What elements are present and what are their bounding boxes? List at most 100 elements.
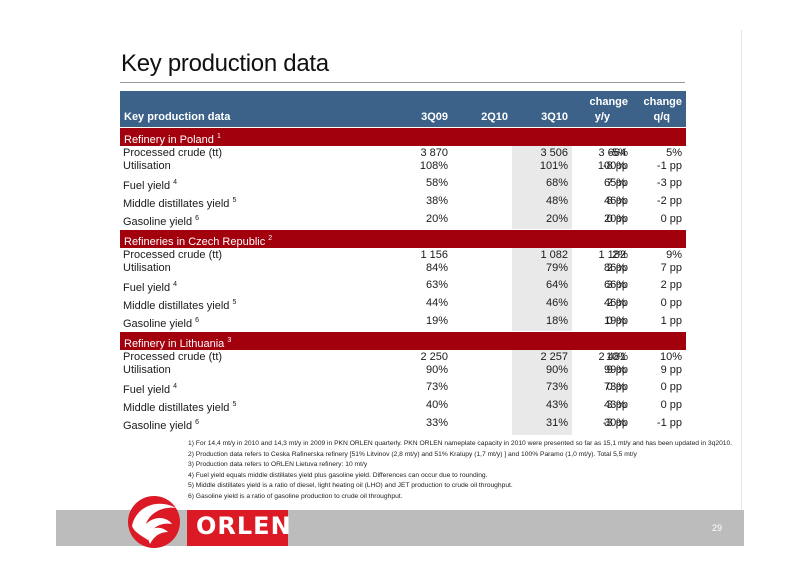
header-col-3q10: 3Q10 [541, 111, 568, 123]
value-3q09: 108% [419, 160, 448, 172]
row-label: Fuel yield [123, 180, 171, 192]
section-footnote-ref: 3 [227, 337, 232, 344]
value-3q10: 3 664 [598, 147, 626, 159]
value-change-yy: 7 pp [606, 177, 628, 189]
footnote: 5) Middle distillates yield is a ratio o… [188, 482, 513, 489]
value-2q10: 1 082 [540, 249, 568, 261]
value-2q10: 43% [545, 399, 568, 411]
row-label: Gasoline yield [123, 420, 193, 432]
table-row: Processed crude (tt) 3 870 3 506 3 664 -5% 5% [120, 146, 686, 160]
section-header: Refineries in Czech Republic 2 [120, 230, 686, 248]
row-footnote-ref: 4 [173, 281, 178, 288]
value-2q10: 101% [539, 160, 568, 172]
row-label: Gasoline yield [123, 318, 193, 330]
table-row: Utilisation 108% 101% 100% -8 pp -1 pp [120, 159, 686, 173]
row-label-cell: Processed crude (tt) [123, 248, 222, 262]
section-name: Refinery in Poland [124, 134, 214, 146]
row-label-cell: Middle distillates yield 5 [123, 194, 236, 211]
table-row: Fuel yield 4 58% 68% 65% 7 pp -3 pp [120, 176, 686, 192]
value-change-qq: -3 pp [656, 177, 682, 189]
footnote: 2) Production data refers to Ceska Rafin… [188, 450, 637, 458]
value-3q09: 33% [425, 417, 448, 429]
row-label: Middle distillates yield [123, 300, 230, 312]
value-2q10: 20% [545, 213, 568, 225]
value-3q10: 66% [603, 279, 626, 291]
value-change-qq: 0 pp [660, 381, 682, 393]
section-name: Refinery in Lithuania [124, 338, 225, 350]
value-3q09: 2 250 [420, 351, 448, 363]
table-row: Processed crude (tt) 2 250 2 257 2 481 10% 10… [120, 350, 686, 364]
value-3q10: 43% [603, 399, 626, 411]
value-3q09: 3 870 [420, 147, 448, 159]
row-label: Utilisation [123, 364, 171, 376]
table-row: Gasoline yield 6 33% 31% 30% -3 pp -1 pp [120, 416, 686, 432]
value-2q10: 2 257 [540, 351, 568, 363]
header-col-qq-bottom: q/q [653, 111, 671, 123]
section-footnote-ref: 2 [268, 235, 273, 242]
table-row: Processed crude (tt) 1 156 1 082 1 182 2% 9% [120, 248, 686, 262]
page-title: Key production data [121, 50, 329, 77]
row-footnote-ref: 4 [173, 383, 178, 390]
value-2q10: 48% [545, 195, 568, 207]
value-change-yy: 3 pp [606, 279, 628, 291]
value-change-yy: -8 pp [602, 160, 628, 172]
row-label: Middle distillates yield [123, 198, 230, 210]
row-label-cell: Utilisation [123, 261, 171, 275]
header-col-2q10: 2Q10 [481, 111, 508, 123]
value-change-yy: 2 pp [606, 262, 628, 274]
row-label-cell: Processed crude (tt) [123, 350, 222, 364]
right-edge-rule [741, 30, 742, 510]
footnote: 1) For 14,4 mt/y in 2010 and 14,3 mt/y i… [188, 440, 733, 447]
row-label-cell: Middle distillates yield 5 [123, 296, 236, 313]
value-3q10: 20% [603, 213, 626, 225]
value-2q10: 79% [545, 262, 568, 274]
row-footnote-ref: 4 [173, 179, 178, 186]
title-underline [120, 82, 685, 83]
value-3q09: 40% [425, 399, 448, 411]
row-label-cell: Utilisation [123, 363, 171, 377]
value-change-qq: -1 pp [656, 417, 682, 429]
section-footnote-ref: 1 [216, 133, 221, 140]
value-change-qq: -2 pp [656, 195, 682, 207]
value-change-qq: 0 pp [660, 213, 682, 225]
value-3q09: 20% [425, 213, 448, 225]
value-change-yy: 2% [612, 249, 628, 261]
row-label: Fuel yield [123, 282, 171, 294]
row-footnote-ref: 6 [195, 215, 200, 222]
row-label-cell: Gasoline yield 6 [123, 212, 199, 229]
row-label: Processed crude (tt) [123, 249, 223, 261]
row-label: Utilisation [123, 160, 171, 172]
header-col-yy-top: change [589, 96, 628, 108]
table-row: Fuel yield 4 63% 64% 66% 3 pp 2 pp [120, 278, 686, 294]
value-3q09: 44% [425, 297, 448, 309]
brand-wordmark: ORLEN [196, 512, 292, 540]
row-label-cell: Gasoline yield 6 [123, 314, 199, 331]
value-change-yy: 3 pp [606, 399, 628, 411]
value-3q09: 73% [425, 381, 448, 393]
value-change-qq: 10% [659, 351, 682, 363]
value-3q09: 1 156 [420, 249, 448, 261]
row-label: Utilisation [123, 262, 171, 274]
value-change-yy: 2 pp [606, 297, 628, 309]
value-change-yy: 0 pp [606, 213, 628, 225]
value-change-qq: 9% [666, 249, 682, 261]
table-row: Gasoline yield 6 20% 20% 20% 0 pp 0 pp [120, 212, 686, 229]
section-header: Refinery in Lithuania 3 [120, 332, 686, 350]
highlight-column-czech [512, 247, 572, 331]
row-label-cell: Processed crude (tt) [123, 146, 222, 160]
value-3q10: 46% [603, 297, 626, 309]
value-change-yy: -5% [608, 147, 628, 159]
row-footnote-ref: 6 [195, 317, 200, 324]
footnote: 4) Fuel yield equals middle distillates … [188, 471, 488, 479]
value-change-qq: 7 pp [660, 262, 682, 274]
header-label: Key production data [124, 111, 231, 123]
row-label-cell: Utilisation [123, 159, 171, 173]
table-row: Gasoline yield 6 19% 18% 19% 0 pp 1 pp [120, 314, 686, 331]
value-change-yy: 0 pp [606, 315, 628, 327]
value-change-yy: 9 pp [606, 364, 628, 376]
value-3q09: 63% [425, 279, 448, 291]
value-change-yy: 0 pp [606, 381, 628, 393]
value-3q10: 100% [597, 160, 626, 172]
row-label: Processed crude (tt) [123, 351, 223, 363]
row-footnote-ref: 5 [232, 401, 237, 408]
